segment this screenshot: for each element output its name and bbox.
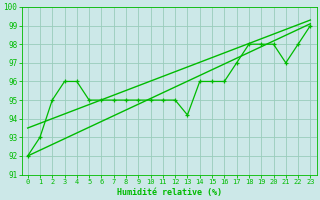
X-axis label: Humidité relative (%): Humidité relative (%): [116, 188, 221, 197]
